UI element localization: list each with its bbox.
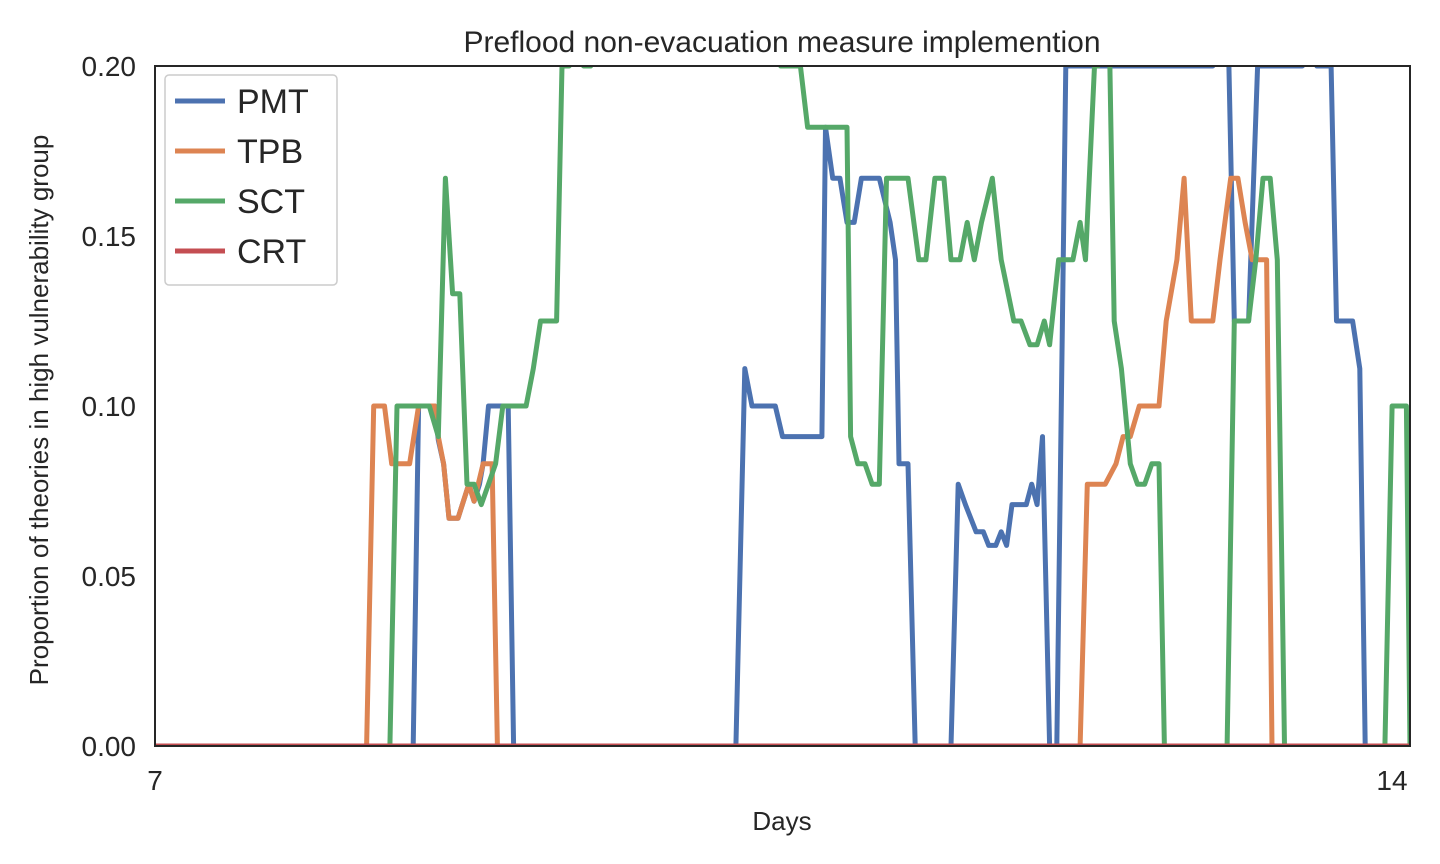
- series-line-tpb: [155, 175, 1410, 746]
- y-tick-label: 0.20: [82, 51, 137, 82]
- y-tick-label: 0.10: [82, 391, 137, 422]
- legend-label-sct: SCT: [237, 183, 305, 221]
- legend: PMT TPB SCT CRT: [164, 74, 338, 286]
- y-tick-label: 0.00: [82, 731, 137, 762]
- plot-frame: [154, 65, 1411, 747]
- y-tick-label: 0.05: [82, 561, 137, 592]
- x-tick-label: 7: [147, 765, 163, 796]
- chart-title: Preflood non-evacuation measure implemen…: [463, 26, 1100, 59]
- y-axis-label: Proportion of theories in high vulnerabi…: [24, 135, 54, 686]
- y-tick-label: 0.15: [82, 221, 137, 252]
- legend-label-crt: CRT: [237, 233, 306, 271]
- x-axis-label: Days: [752, 806, 811, 836]
- y-tick-labels: 0.00 0.05 0.10 0.15 0.20: [82, 51, 137, 762]
- x-tick-labels: 7 14: [147, 765, 1407, 796]
- legend-label-tpb: TPB: [237, 133, 303, 171]
- legend-box: [164, 74, 338, 286]
- legend-label-pmt: PMT: [237, 83, 309, 121]
- series-line-pmt: [155, 66, 1410, 746]
- x-tick-label: 14: [1376, 765, 1407, 796]
- series-line-sct: [155, 66, 1410, 746]
- series-lines: [155, 66, 1410, 746]
